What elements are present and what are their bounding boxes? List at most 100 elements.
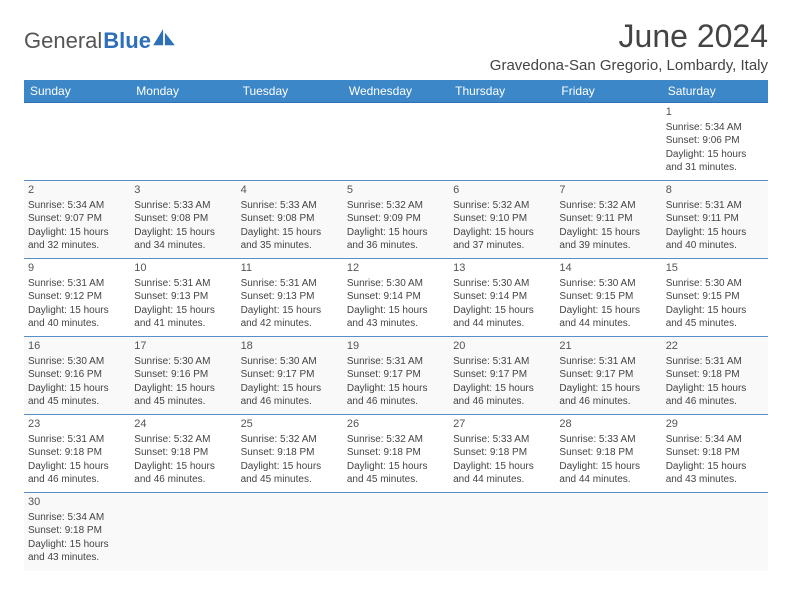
calendar-day-cell [343, 103, 449, 181]
daylight-text: and 45 minutes. [666, 317, 764, 331]
daylight-text: Daylight: 15 hours [453, 304, 551, 318]
daylight-text: Daylight: 15 hours [241, 304, 339, 318]
day-header: Thursday [449, 80, 555, 103]
brand-part2: Blue [103, 28, 151, 54]
calendar-day-cell [662, 493, 768, 571]
sunrise-text: Sunrise: 5:30 AM [241, 355, 339, 369]
sunrise-text: Sunrise: 5:30 AM [347, 277, 445, 291]
sunset-text: Sunset: 9:14 PM [453, 290, 551, 304]
day-number: 23 [28, 417, 126, 432]
daylight-text: and 45 minutes. [134, 395, 232, 409]
sunset-text: Sunset: 9:14 PM [347, 290, 445, 304]
day-number: 29 [666, 417, 764, 432]
sunrise-text: Sunrise: 5:31 AM [28, 433, 126, 447]
daylight-text: Daylight: 15 hours [666, 148, 764, 162]
daylight-text: and 46 minutes. [453, 395, 551, 409]
sunrise-text: Sunrise: 5:32 AM [559, 199, 657, 213]
daylight-text: and 44 minutes. [559, 317, 657, 331]
day-number: 8 [666, 183, 764, 198]
sunset-text: Sunset: 9:18 PM [28, 524, 126, 538]
calendar-day-cell: 7Sunrise: 5:32 AMSunset: 9:11 PMDaylight… [555, 181, 661, 259]
daylight-text: and 43 minutes. [347, 317, 445, 331]
sunset-text: Sunset: 9:18 PM [666, 368, 764, 382]
location: Gravedona-San Gregorio, Lombardy, Italy [490, 57, 768, 74]
sunrise-text: Sunrise: 5:30 AM [28, 355, 126, 369]
sunset-text: Sunset: 9:08 PM [241, 212, 339, 226]
sunrise-text: Sunrise: 5:33 AM [134, 199, 232, 213]
daylight-text: Daylight: 15 hours [134, 226, 232, 240]
day-number: 3 [134, 183, 232, 198]
calendar-day-cell: 10Sunrise: 5:31 AMSunset: 9:13 PMDayligh… [130, 259, 236, 337]
sunrise-text: Sunrise: 5:34 AM [28, 511, 126, 525]
day-number: 19 [347, 339, 445, 354]
sunset-text: Sunset: 9:18 PM [559, 446, 657, 460]
calendar-day-cell [237, 103, 343, 181]
sunrise-text: Sunrise: 5:32 AM [241, 433, 339, 447]
sunrise-text: Sunrise: 5:33 AM [453, 433, 551, 447]
daylight-text: and 42 minutes. [241, 317, 339, 331]
calendar-day-cell: 30Sunrise: 5:34 AMSunset: 9:18 PMDayligh… [24, 493, 130, 571]
daylight-text: Daylight: 15 hours [666, 226, 764, 240]
sunset-text: Sunset: 9:13 PM [134, 290, 232, 304]
daylight-text: Daylight: 15 hours [134, 382, 232, 396]
day-number: 5 [347, 183, 445, 198]
day-number: 6 [453, 183, 551, 198]
daylight-text: and 36 minutes. [347, 239, 445, 253]
calendar-day-cell: 8Sunrise: 5:31 AMSunset: 9:11 PMDaylight… [662, 181, 768, 259]
day-number: 4 [241, 183, 339, 198]
sunrise-text: Sunrise: 5:32 AM [347, 199, 445, 213]
sunset-text: Sunset: 9:18 PM [666, 446, 764, 460]
sunset-text: Sunset: 9:15 PM [666, 290, 764, 304]
daylight-text: and 34 minutes. [134, 239, 232, 253]
daylight-text: Daylight: 15 hours [347, 226, 445, 240]
sunset-text: Sunset: 9:13 PM [241, 290, 339, 304]
daylight-text: Daylight: 15 hours [347, 382, 445, 396]
calendar-day-cell: 4Sunrise: 5:33 AMSunset: 9:08 PMDaylight… [237, 181, 343, 259]
calendar-day-cell: 25Sunrise: 5:32 AMSunset: 9:18 PMDayligh… [237, 415, 343, 493]
day-number: 30 [28, 495, 126, 510]
title-block: June 2024 Gravedona-San Gregorio, Lombar… [490, 18, 768, 76]
sunrise-text: Sunrise: 5:33 AM [241, 199, 339, 213]
daylight-text: Daylight: 15 hours [453, 226, 551, 240]
daylight-text: Daylight: 15 hours [453, 382, 551, 396]
calendar-day-cell: 27Sunrise: 5:33 AMSunset: 9:18 PMDayligh… [449, 415, 555, 493]
calendar-day-cell: 12Sunrise: 5:30 AMSunset: 9:14 PMDayligh… [343, 259, 449, 337]
daylight-text: and 40 minutes. [28, 317, 126, 331]
sunset-text: Sunset: 9:06 PM [666, 134, 764, 148]
day-number: 15 [666, 261, 764, 276]
daylight-text: Daylight: 15 hours [559, 460, 657, 474]
sunset-text: Sunset: 9:18 PM [453, 446, 551, 460]
calendar-day-cell: 29Sunrise: 5:34 AMSunset: 9:18 PMDayligh… [662, 415, 768, 493]
day-number: 7 [559, 183, 657, 198]
sunset-text: Sunset: 9:16 PM [134, 368, 232, 382]
daylight-text: Daylight: 15 hours [559, 226, 657, 240]
day-number: 24 [134, 417, 232, 432]
calendar-day-cell: 11Sunrise: 5:31 AMSunset: 9:13 PMDayligh… [237, 259, 343, 337]
calendar-week-row: 2Sunrise: 5:34 AMSunset: 9:07 PMDaylight… [24, 181, 768, 259]
daylight-text: Daylight: 15 hours [134, 304, 232, 318]
day-number: 11 [241, 261, 339, 276]
daylight-text: Daylight: 15 hours [28, 460, 126, 474]
calendar-day-cell: 28Sunrise: 5:33 AMSunset: 9:18 PMDayligh… [555, 415, 661, 493]
day-number: 17 [134, 339, 232, 354]
day-number: 16 [28, 339, 126, 354]
day-number: 21 [559, 339, 657, 354]
calendar-day-cell: 1Sunrise: 5:34 AMSunset: 9:06 PMDaylight… [662, 103, 768, 181]
daylight-text: and 35 minutes. [241, 239, 339, 253]
sunset-text: Sunset: 9:18 PM [134, 446, 232, 460]
calendar-day-cell: 9Sunrise: 5:31 AMSunset: 9:12 PMDaylight… [24, 259, 130, 337]
sunrise-text: Sunrise: 5:30 AM [559, 277, 657, 291]
day-number: 13 [453, 261, 551, 276]
calendar-day-cell: 23Sunrise: 5:31 AMSunset: 9:18 PMDayligh… [24, 415, 130, 493]
daylight-text: and 45 minutes. [28, 395, 126, 409]
sail-icon [153, 29, 175, 47]
day-number: 9 [28, 261, 126, 276]
day-number: 12 [347, 261, 445, 276]
calendar-day-cell [24, 103, 130, 181]
sunrise-text: Sunrise: 5:31 AM [241, 277, 339, 291]
day-number: 20 [453, 339, 551, 354]
sunset-text: Sunset: 9:17 PM [347, 368, 445, 382]
day-number: 14 [559, 261, 657, 276]
calendar-day-cell: 24Sunrise: 5:32 AMSunset: 9:18 PMDayligh… [130, 415, 236, 493]
calendar-day-cell: 21Sunrise: 5:31 AMSunset: 9:17 PMDayligh… [555, 337, 661, 415]
